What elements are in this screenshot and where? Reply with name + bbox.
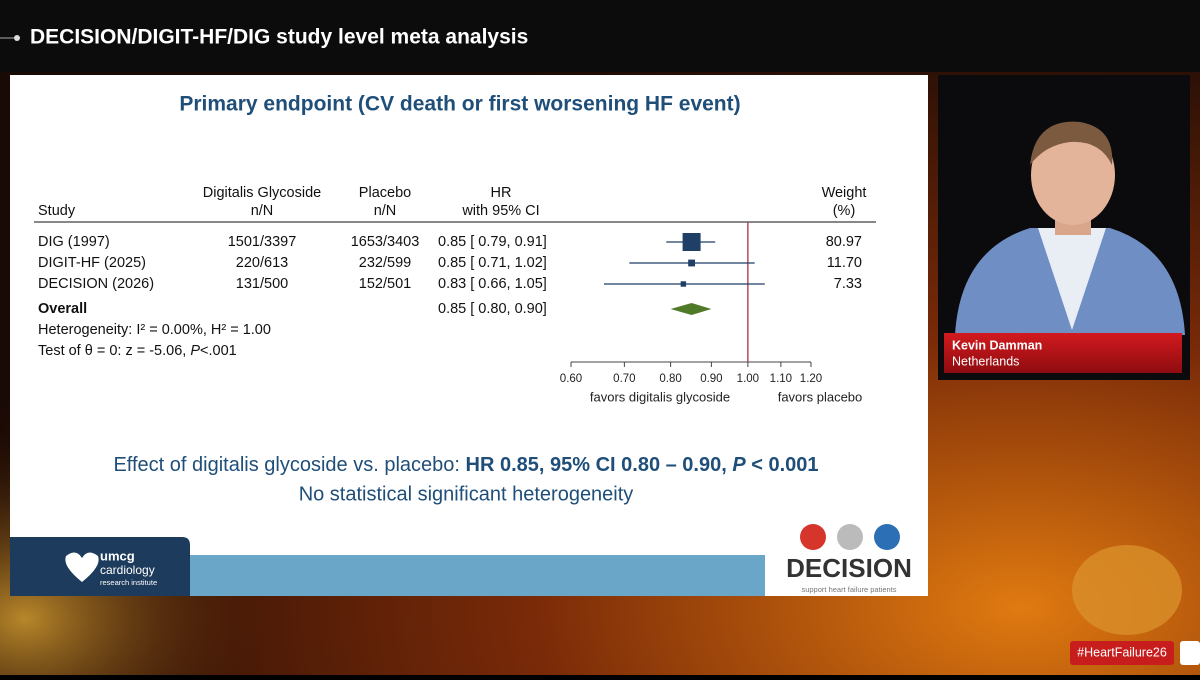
x-tick-label: 0.80 [659, 373, 681, 385]
hr-ci: 0.85 [ 0.79, 0.91] [438, 234, 547, 250]
summary-bold: HR 0.85, 95% CI 0.80 – 0.90, [466, 454, 733, 476]
speaker-head [1031, 125, 1115, 225]
top-title: DECISION/DIGIT-HF/DIG study level meta a… [30, 26, 528, 49]
study-name: DIGIT-HF (2025) [38, 255, 146, 271]
col-header: with 95% CI [461, 203, 539, 219]
institute-name: cardiology [100, 563, 155, 577]
x-tick-label: 1.10 [770, 373, 792, 385]
logo-icon [837, 524, 863, 550]
placebo-count: 232/599 [359, 255, 411, 271]
social-icon [1180, 641, 1200, 665]
institute-name: research institute [100, 578, 157, 587]
decor-heart [1072, 545, 1182, 635]
institute-logo [65, 552, 99, 582]
name-plate [944, 333, 1182, 373]
col-header: Study [38, 203, 76, 219]
axis-label-right: favors placebo [778, 389, 863, 404]
logo-icon [874, 524, 900, 550]
hr-ci: 0.85 [ 0.71, 1.02] [438, 255, 547, 271]
overall-label: Overall [38, 301, 87, 317]
summary-p: P [732, 454, 746, 476]
slide [10, 75, 928, 596]
axis-label-left: favors digitalis glycoside [590, 389, 730, 404]
summary-line: Effect of digitalis glycoside vs. placeb… [113, 454, 818, 476]
weight: 80.97 [826, 234, 862, 250]
col-header: n/N [374, 203, 397, 219]
study-name: DECISION (2026) [38, 276, 154, 292]
treatment-count: 220/613 [236, 255, 288, 271]
speaker-name: Kevin Damman [952, 338, 1042, 352]
overall-diamond [670, 303, 712, 315]
hr-square [680, 281, 687, 287]
speaker-country: Netherlands [952, 354, 1019, 368]
test-text: <.001 [200, 343, 237, 359]
decision-logo: DECISION [786, 553, 912, 583]
x-tick-label: 1.00 [737, 373, 759, 385]
test: Test of θ = 0: z = -5.06, P<.001 [38, 343, 237, 359]
institute-name: umcg [100, 548, 135, 563]
institute-box [10, 537, 190, 596]
weight: 11.70 [827, 255, 862, 271]
summary-bold: < 0.001 [746, 454, 819, 476]
col-header: n/N [251, 203, 274, 219]
col-header: HR [491, 185, 512, 201]
placebo-count: 152/501 [359, 276, 411, 292]
test-p: P [190, 343, 200, 359]
speaker-shirt [1038, 228, 1106, 330]
summary-text: Effect of digitalis glycoside vs. placeb… [113, 454, 465, 476]
bar-dot [14, 35, 20, 41]
hr-square [682, 233, 701, 251]
forest-table: Study Digitalis Glycoside n/N Placebo n/… [34, 185, 876, 359]
col-header: (%) [833, 203, 856, 219]
x-tick-label: 0.90 [700, 373, 722, 385]
col-header: Weight [822, 185, 867, 201]
decision-tagline: support heart failure patients [801, 585, 896, 594]
col-header: Digitalis Glycoside [203, 185, 321, 201]
hr-ci: 0.83 [ 0.66, 1.05] [438, 276, 547, 292]
footer-band [190, 555, 765, 596]
summary-line: No statistical significant heterogeneity [299, 483, 634, 505]
treatment-count: 131/500 [236, 276, 288, 292]
x-tick-label: 0.70 [613, 373, 635, 385]
hashtag-box [1070, 641, 1174, 665]
study-name: DIG (1997) [38, 234, 110, 250]
top-bar [0, 0, 1200, 72]
x-tick-label: 0.60 [560, 373, 582, 385]
logo-icon [800, 524, 826, 550]
test-text: Test of θ = 0: z = -5.06, [38, 343, 190, 359]
hr-square [688, 259, 696, 267]
hashtag: #HeartFailure26 [1077, 645, 1167, 659]
slide-title: Primary endpoint (CV death or first wors… [179, 93, 740, 116]
treatment-count: 1501/3397 [228, 234, 297, 250]
x-tick-label: 1.20 [800, 373, 822, 385]
weight: 7.33 [834, 276, 862, 292]
overall-hr: 0.85 [ 0.80, 0.90] [438, 301, 547, 317]
col-header: Placebo [359, 185, 411, 201]
placebo-count: 1653/3403 [351, 234, 420, 250]
speaker-hair [1030, 121, 1113, 165]
heterogeneity: Heterogeneity: I² = 0.00%, H² = 1.00 [38, 322, 271, 338]
